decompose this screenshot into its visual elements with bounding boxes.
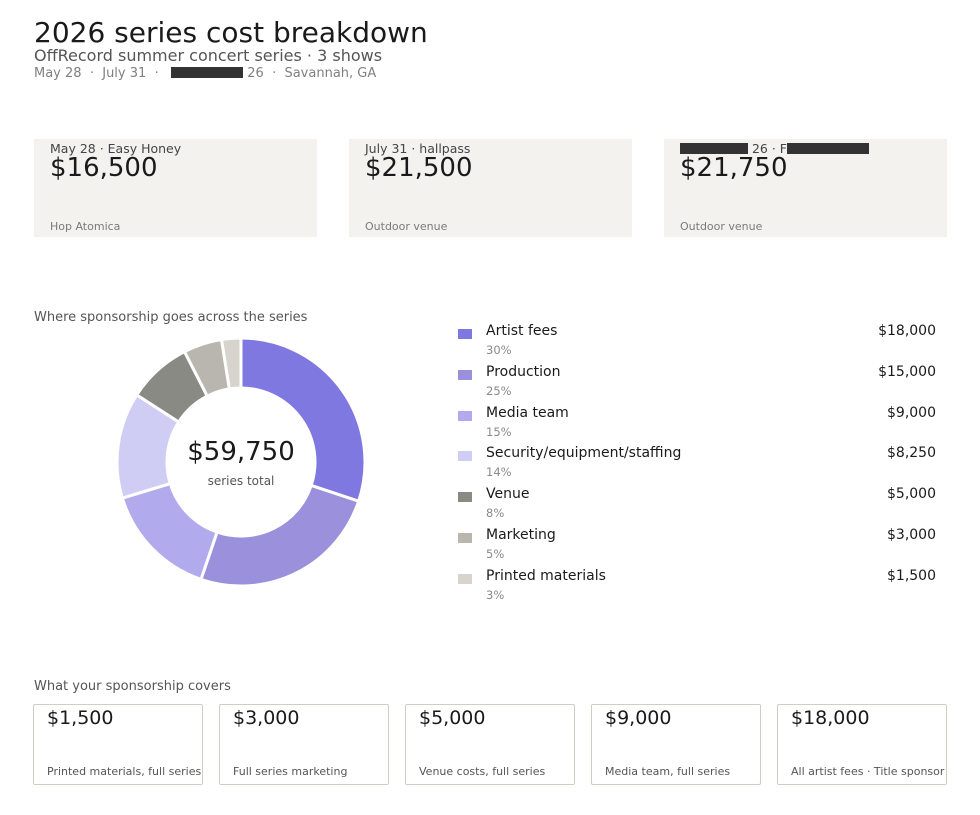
donut-slice-printed-materials: [219, 336, 243, 391]
show-card-label: May 28 · Easy Honey: [50, 141, 182, 156]
donut-slice-production: [199, 483, 361, 588]
covers-section-title: What your sponsorship covers: [34, 679, 231, 694]
legend-item: Media team 15% $9,000: [458, 404, 938, 447]
legend-item: Marketing 5% $3,000: [458, 527, 938, 569]
legend-swatch: [458, 492, 472, 503]
date-separator: ·: [89, 66, 94, 81]
sponsorship-tier-card[interactable]: $1,500 Printed materials, full series: [33, 704, 203, 785]
tier-description: Printed materials, full series: [47, 765, 202, 778]
page-subtitle: OffRecord summer concert series · 3 show…: [34, 46, 383, 65]
legend-label: Security/equipment/staffing: [486, 445, 682, 462]
page-title: 2026 series cost breakdown: [34, 16, 428, 49]
date-second: July 31: [102, 66, 147, 81]
legend-swatch: [458, 329, 472, 339]
show-card-venue: Hop Atomica: [50, 220, 121, 233]
show-card: 26 · F $21,750 Outdoor venue: [664, 139, 947, 237]
show-card-venue: Outdoor venue: [365, 220, 448, 233]
show-card-venue: Outdoor venue: [680, 220, 763, 233]
redaction-bar: [787, 143, 870, 154]
show-card-amount: $21,750: [680, 153, 788, 183]
location: Savannah, GA: [284, 66, 377, 81]
tier-amount: $3,000: [233, 707, 300, 729]
sponsorship-tier-card[interactable]: $3,000 Full series marketing: [219, 704, 389, 785]
show-card: July 31 · hallpass $21,500 Outdoor venue: [349, 139, 632, 237]
tier-amount: $1,500: [47, 707, 114, 729]
legend-item: Security/equipment/staffing 14% $8,250: [458, 445, 938, 487]
date-separator: ·: [272, 66, 277, 81]
legend-percent: 14%: [486, 465, 512, 480]
legend-label: Printed materials: [486, 567, 606, 584]
sponsorship-tier-card[interactable]: $18,000 All artist fees · Title sponsor: [777, 704, 947, 785]
donut-slice-media-team: [120, 481, 220, 582]
show-card: May 28 · Easy Honey $16,500 Hop Atomica: [34, 139, 317, 237]
legend-value: $1,500: [887, 567, 936, 584]
tier-amount: $9,000: [605, 707, 672, 729]
donut-slice-artist-fees: [239, 336, 367, 504]
redaction-bar: [680, 143, 748, 154]
legend-label: Media team: [486, 404, 569, 421]
tier-description: Venue costs, full series: [419, 765, 546, 778]
donut-center-total: $59,750: [187, 437, 295, 467]
donut-center-label: series total: [207, 474, 275, 488]
tier-amount: $18,000: [791, 707, 870, 729]
legend-swatch: [458, 533, 472, 543]
date-first: May 28: [34, 66, 82, 81]
show-card-label: July 31 · hallpass: [365, 141, 471, 156]
tier-description: Full series marketing: [233, 765, 348, 778]
legend-value: $15,000: [878, 363, 936, 380]
legend-percent: 30%: [486, 343, 512, 357]
legend-label: Venue: [486, 486, 530, 503]
tier-description: All artist fees · Title sponsor: [791, 765, 945, 778]
legend-value: $5,000: [887, 486, 936, 503]
redaction-bar: [171, 67, 244, 78]
legend-percent: 8%: [486, 506, 505, 521]
legend-swatch: [458, 451, 472, 462]
series-dates: May 28 · July 31 · 26 · Savannah, GA: [34, 66, 376, 81]
legend-label: Artist fees: [486, 323, 558, 339]
breakdown-section-title: Where sponsorship goes across the series: [34, 310, 308, 325]
date-third-suffix: 26: [247, 66, 264, 81]
show-card-label-text: 26 · F: [751, 141, 788, 156]
sponsorship-tier-card[interactable]: $9,000 Media team, full series: [591, 704, 761, 785]
legend-value: $18,000: [878, 323, 936, 339]
legend-value: $8,250: [887, 445, 936, 462]
legend-swatch: [458, 410, 472, 421]
show-card-amount: $16,500: [50, 153, 158, 183]
legend-percent: 3%: [486, 587, 505, 602]
legend-item: Printed materials 3% $1,500: [458, 567, 938, 610]
legend-percent: 15%: [486, 424, 512, 439]
legend-item: Venue 8% $5,000: [458, 486, 938, 528]
legend-percent: 5%: [486, 547, 505, 561]
show-card-label: 26 · F: [680, 141, 870, 156]
legend-label: Production: [486, 363, 561, 380]
legend-percent: 25%: [486, 383, 512, 398]
show-card-amount: $21,500: [365, 153, 473, 183]
tier-amount: $5,000: [419, 707, 486, 729]
tier-description: Media team, full series: [605, 765, 731, 778]
legend-value: $3,000: [887, 527, 936, 543]
donut-chart: [115, 336, 367, 588]
date-separator: ·: [154, 66, 159, 81]
legend-item: Production 25% $15,000: [458, 363, 938, 406]
sponsorship-tier-card[interactable]: $5,000 Venue costs, full series: [405, 704, 575, 785]
legend-swatch: [458, 369, 472, 380]
legend-value: $9,000: [887, 404, 936, 421]
legend-label: Marketing: [486, 527, 556, 543]
legend-swatch: [458, 573, 472, 584]
legend-item: Artist fees 30% $18,000: [458, 323, 938, 365]
